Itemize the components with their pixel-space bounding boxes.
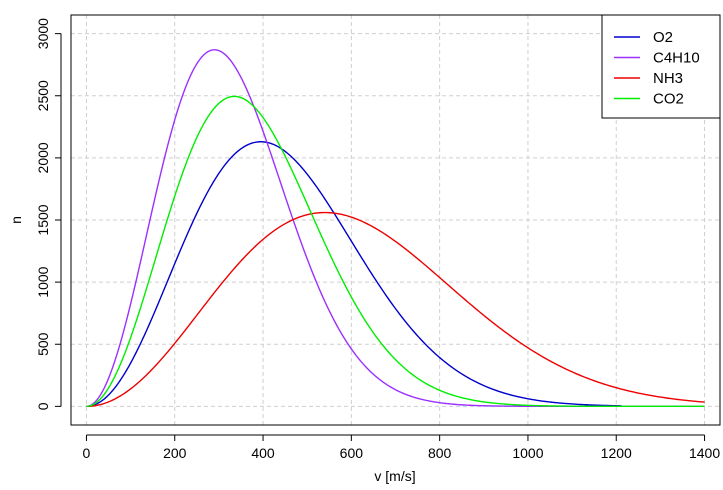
series-line-nh3 <box>86 211 705 408</box>
x-axis: 0 200 400 600 800 1000 1200 1400 <box>83 434 720 461</box>
x-tick-label: 200 <box>163 445 187 461</box>
x-tick-label: 1400 <box>689 445 720 461</box>
y-axis-label: n <box>8 216 24 224</box>
series-line-o2 <box>86 141 622 408</box>
x-tick-label: 1200 <box>601 445 632 461</box>
x-tick-label: 400 <box>251 445 275 461</box>
y-axis: 0 500 1000 1500 2000 2500 3000 <box>35 18 62 410</box>
y-tick-label: 2000 <box>35 142 51 173</box>
legend-label: C4H10 <box>653 50 700 67</box>
plot-frame <box>70 14 721 426</box>
x-axis-label: v [m/s] <box>374 468 415 484</box>
legend-label: NH3 <box>653 70 683 87</box>
x-tick-label: 600 <box>340 445 364 461</box>
x-tick-label: 0 <box>83 445 91 461</box>
legend-label: O2 <box>653 29 673 46</box>
legend-box <box>601 14 721 119</box>
x-tick-label: 1000 <box>512 445 543 461</box>
y-tick-label: 500 <box>35 332 51 356</box>
legend-label: CO2 <box>653 91 684 108</box>
y-tick-label: 2500 <box>35 80 51 111</box>
y-tick-label: 0 <box>35 402 51 410</box>
y-tick-label: 3000 <box>35 18 51 49</box>
y-tick-label: 1000 <box>35 266 51 297</box>
x-tick-label: 800 <box>428 445 452 461</box>
y-tick-label: 1500 <box>35 204 51 235</box>
series-line-co2 <box>86 95 705 408</box>
legend: O2 C4H10 NH3 CO2 <box>601 14 721 119</box>
series-group <box>86 49 705 408</box>
